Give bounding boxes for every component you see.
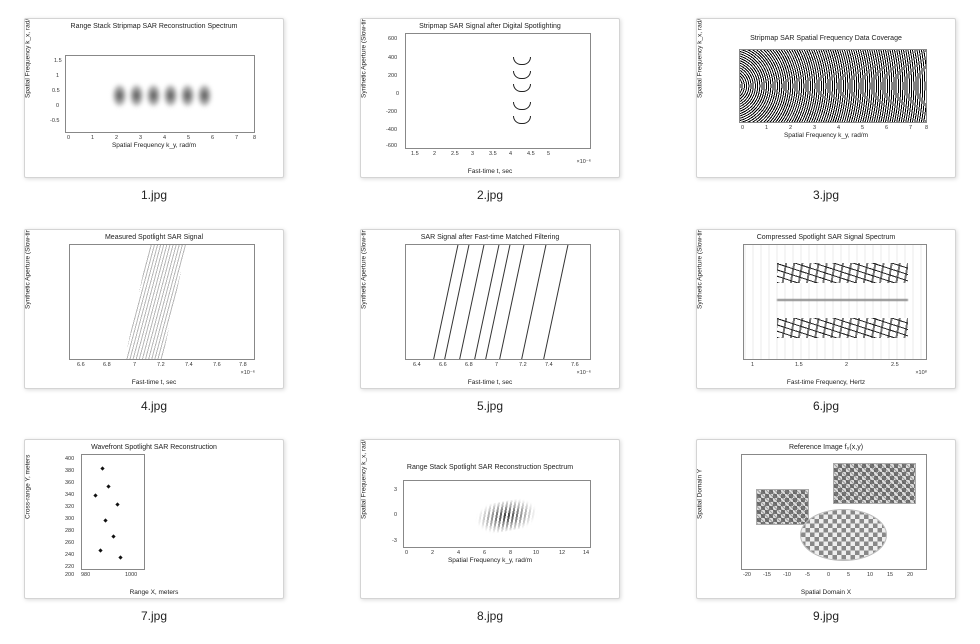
y-axis-label: Synthetic Aperture (Slow-time) Frequency… xyxy=(697,229,704,309)
ref-rect-1 xyxy=(834,464,915,503)
plot-title: Stripmap SAR Signal after Digital Spotli… xyxy=(361,23,619,30)
thumbnail-cell: Wavefront Spotlight SAR Reconstruction C… xyxy=(16,439,292,626)
thumbnail-2[interactable]: Stripmap SAR Signal after Digital Spotli… xyxy=(360,18,620,178)
plot-compressed-spectrum: Compressed Spotlight SAR Signal Spectrum… xyxy=(697,230,955,388)
plot-arcs: Stripmap SAR Signal after Digital Spotli… xyxy=(361,19,619,177)
y-axis-label: Spatial Domain Y xyxy=(697,469,704,519)
x-axis-label: Fast-time Frequency, Hertz xyxy=(697,379,955,386)
plot-title: Wavefront Spotlight SAR Reconstruction xyxy=(25,444,283,451)
ytick: -0.5 xyxy=(50,118,59,124)
y-axis-label: Spatial Frequency k_x, rad/m xyxy=(361,439,368,519)
filename-label[interactable]: 4.jpg xyxy=(141,399,167,413)
x-axis-label: Spatial Domain X xyxy=(697,589,955,596)
plot-spectrum-blob: Range Stack Spotlight SAR Reconstruction… xyxy=(361,440,619,598)
thumbnail-8[interactable]: Range Stack Spotlight SAR Reconstruction… xyxy=(360,439,620,599)
plot-axes-box xyxy=(743,244,927,360)
y-axis-label: Spatial Frequency k_x, rad/m xyxy=(25,18,32,98)
spectrum-bg xyxy=(744,245,926,359)
thumbnail-grid: Range Stack Stripmap SAR Reconstruction … xyxy=(16,18,964,626)
plot-axes-box: 0.5 0 -0.5 xyxy=(739,49,927,123)
plot-title: Reference Image f₀(x,y) xyxy=(697,444,955,451)
arc-cluster xyxy=(513,102,537,130)
thumbnail-cell: Range Stack Spotlight SAR Reconstruction… xyxy=(352,439,628,626)
y-axis-label: Cross-range Y, meters xyxy=(25,455,32,519)
ytick: 1.5 xyxy=(54,58,62,64)
x-axis-label: Spatial Frequency k_y, rad/m xyxy=(25,142,283,149)
plot-axes-box: 0.5 0 -0.5 1 1.5 xyxy=(65,55,255,133)
filename-label[interactable]: 3.jpg xyxy=(813,188,839,202)
filename-label[interactable]: 8.jpg xyxy=(477,609,503,623)
x-axis-label: Fast-time t, sec xyxy=(361,168,619,175)
x-axis-label: Spatial Frequency k_y, rad/m xyxy=(697,132,955,139)
x-axis-label: Fast-time t, sec xyxy=(25,379,283,386)
thumbnail-7[interactable]: Wavefront Spotlight SAR Reconstruction C… xyxy=(24,439,284,599)
thumbnail-cell: Reference Image f₀(x,y) Spatial Domain Y… xyxy=(688,439,964,626)
plot-coverage: Stripmap SAR Spatial Frequency Data Cove… xyxy=(697,19,955,177)
thumbnail-cell: SAR Signal after Fast-time Matched Filte… xyxy=(352,229,628,416)
x-axis-label: Spatial Frequency k_y, rad/m xyxy=(361,557,619,564)
filename-label[interactable]: 2.jpg xyxy=(477,188,503,202)
y-axis-label: Synthetic Aperture (Slow-time) U, meters xyxy=(25,229,32,309)
thumbnail-cell: Measured Spotlight SAR Signal Synthetic … xyxy=(16,229,292,416)
y-axis-label: Spatial Frequency k_x, rad/m xyxy=(697,18,704,98)
plot-axes-box: 100 50 0 -50 -100 xyxy=(69,244,255,360)
filename-label[interactable]: 6.jpg xyxy=(813,399,839,413)
plot-title: SAR Signal after Fast-time Matched Filte… xyxy=(361,234,619,241)
spectrum-midline xyxy=(777,299,908,301)
filename-label[interactable]: 9.jpg xyxy=(813,609,839,623)
filename-label[interactable]: 5.jpg xyxy=(477,399,503,413)
signal-noise xyxy=(70,245,254,359)
thumbnail-cell: Range Stack Stripmap SAR Reconstruction … xyxy=(16,18,292,205)
plot-reconstruction: Wavefront Spotlight SAR Reconstruction C… xyxy=(25,440,283,598)
y-axis-label: Synthetic Aperture (Slow-time) U, meters xyxy=(361,18,368,98)
thumbnail-1[interactable]: Range Stack Stripmap SAR Reconstruction … xyxy=(24,18,284,178)
thumbnail-cell: Compressed Spotlight SAR Signal Spectrum… xyxy=(688,229,964,416)
ytick: 0 xyxy=(56,103,59,109)
filename-label[interactable]: 1.jpg xyxy=(141,188,167,202)
thumbnail-3[interactable]: Stripmap SAR Spatial Frequency Data Cove… xyxy=(696,18,956,178)
arc-cluster xyxy=(513,84,537,98)
plot-reference-image: Reference Image f₀(x,y) Spatial Domain Y… xyxy=(697,440,955,598)
filter-lines xyxy=(406,245,590,359)
thumbnail-9[interactable]: Reference Image f₀(x,y) Spatial Domain Y… xyxy=(696,439,956,599)
plot-matched-filter: SAR Signal after Fast-time Matched Filte… xyxy=(361,230,619,388)
spectrum-blobs xyxy=(113,85,211,106)
x-axis-label: Range X, meters xyxy=(25,589,283,596)
arc-cluster xyxy=(513,57,537,85)
thumbnail-cell: Stripmap SAR Spatial Frequency Data Cove… xyxy=(688,18,964,205)
ytick: 0.5 xyxy=(52,88,60,94)
ref-rect-2 xyxy=(757,490,809,524)
thumbnail-4[interactable]: Measured Spotlight SAR Signal Synthetic … xyxy=(24,229,284,389)
plot-axes-box: 600 400 200 0 -200 -400 -600 xyxy=(405,33,591,149)
ref-circle xyxy=(801,510,886,560)
plot-title: Stripmap SAR Spatial Frequency Data Cove… xyxy=(697,35,955,42)
plot-axes-box: 3 0 -3 xyxy=(403,480,591,548)
coverage-pattern xyxy=(740,50,926,122)
plot-title: Measured Spotlight SAR Signal xyxy=(25,234,283,241)
spectrum-band-upper xyxy=(777,263,908,284)
thumbnail-5[interactable]: SAR Signal after Fast-time Matched Filte… xyxy=(360,229,620,389)
plot-title: Range Stack Stripmap SAR Reconstruction … xyxy=(25,23,283,30)
thumbnail-cell: Stripmap SAR Signal after Digital Spotli… xyxy=(352,18,628,205)
thumbnail-6[interactable]: Compressed Spotlight SAR Signal Spectrum… xyxy=(696,229,956,389)
plot-axes-box: -20 -15 -10 -5 0 5 10 15 xyxy=(741,454,927,570)
plot-measured-signal: Measured Spotlight SAR Signal Synthetic … xyxy=(25,230,283,388)
x-axis-label: Fast-time t, sec xyxy=(361,379,619,386)
plot-title: Range Stack Spotlight SAR Reconstruction… xyxy=(361,464,619,471)
plot-title: Compressed Spotlight SAR Signal Spectrum xyxy=(697,234,955,241)
plot-axes-box: 100 50 0 -50 -100 xyxy=(405,244,591,360)
y-axis-label: Synthetic Aperture (Slow-time) U, meters xyxy=(361,229,368,309)
filename-label[interactable]: 7.jpg xyxy=(141,609,167,623)
plot-axes-box xyxy=(81,454,145,570)
spectrum-blob xyxy=(473,496,541,537)
plot-spectrum: Range Stack Stripmap SAR Reconstruction … xyxy=(25,19,283,177)
spectrum-band-lower xyxy=(777,318,908,339)
ytick: 1 xyxy=(56,73,59,79)
